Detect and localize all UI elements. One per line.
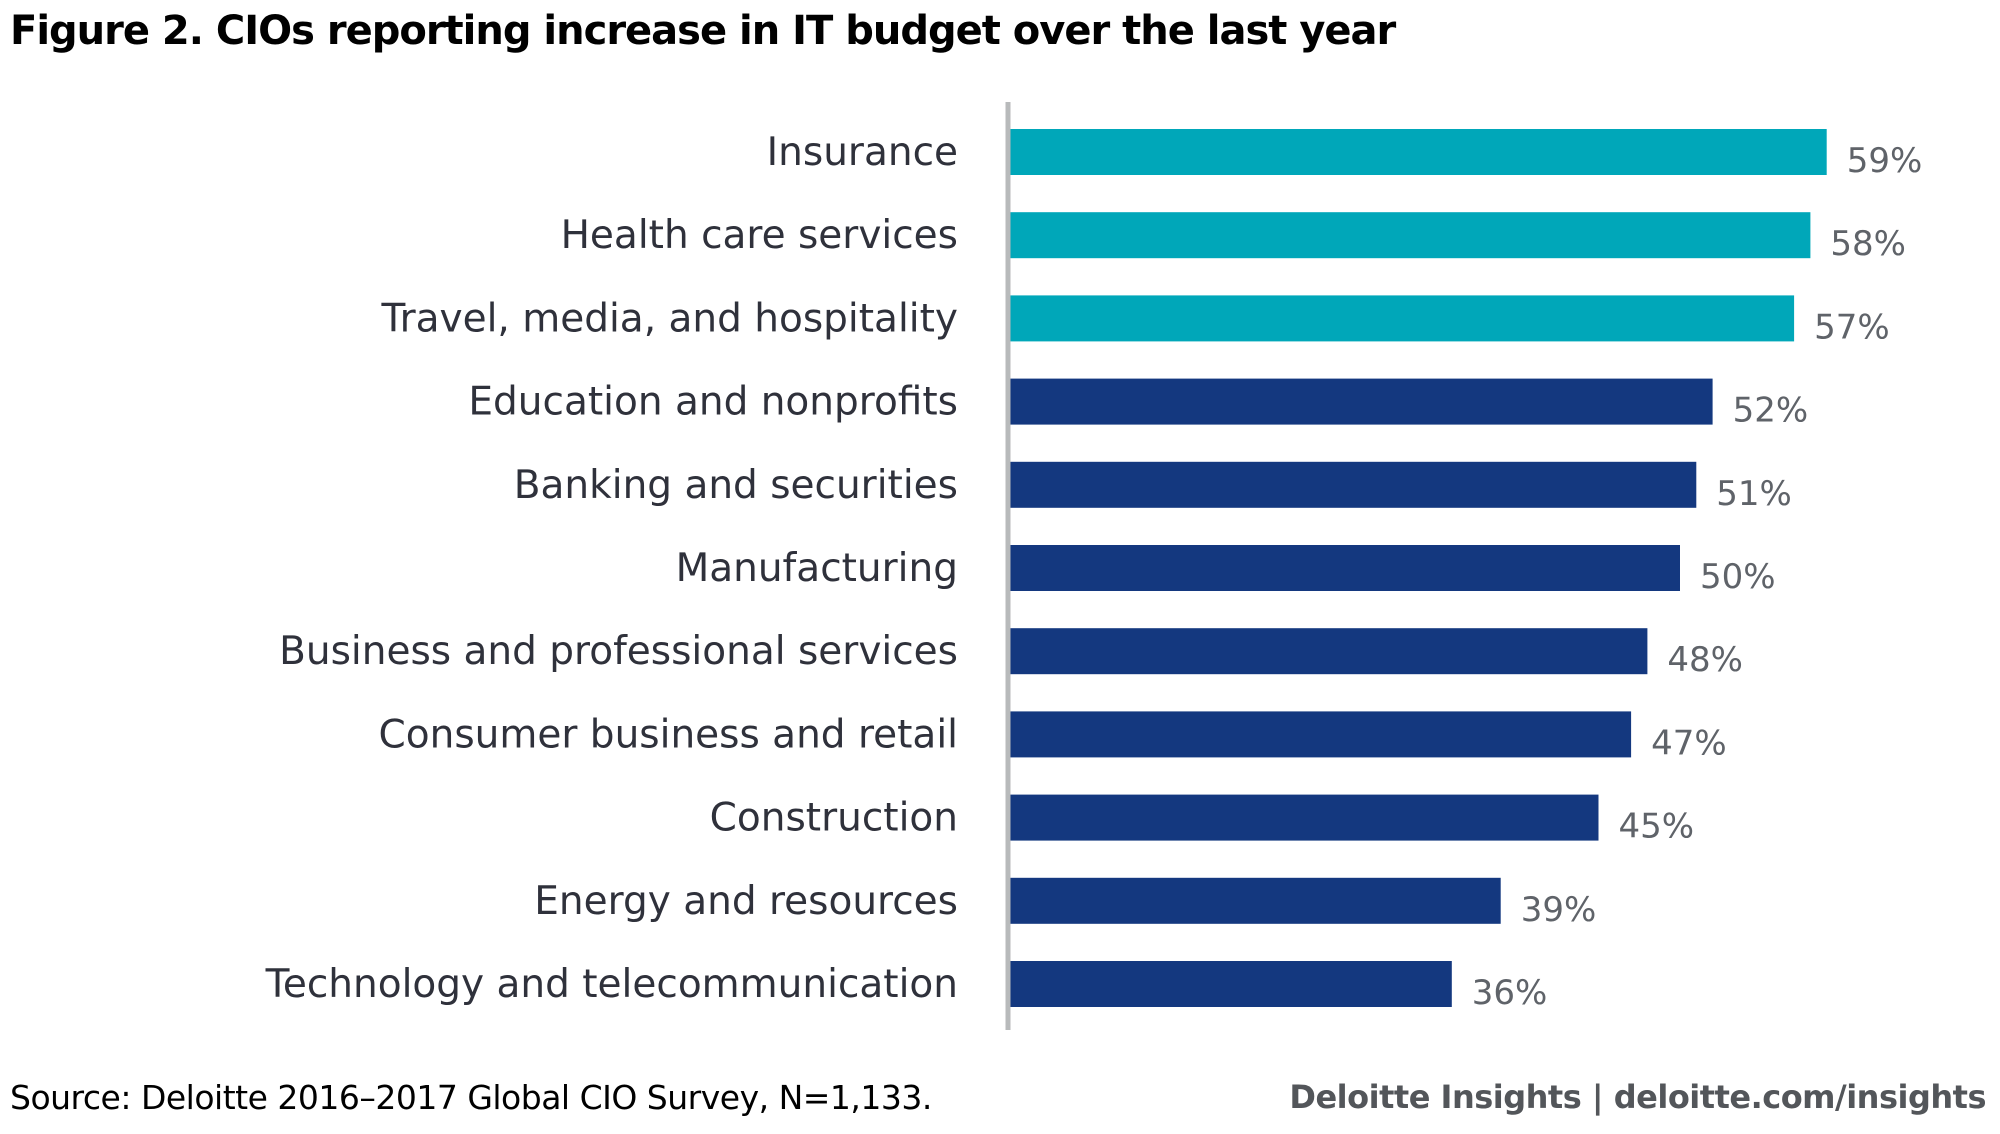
bar-5 (1010, 545, 1680, 591)
category-label: Consumer business and retail (379, 712, 958, 757)
category-label: Insurance (767, 130, 958, 175)
category-label: Health care services (561, 213, 958, 258)
value-label: 59% (1847, 141, 1923, 181)
value-label: 47% (1651, 723, 1727, 763)
chart-title: Figure 2. CIOs reporting increase in IT … (10, 8, 1396, 54)
value-label: 39% (1521, 890, 1597, 930)
bar-1 (1010, 212, 1811, 259)
bar-3 (1010, 378, 1713, 425)
bar-2 (1010, 295, 1795, 342)
bar-6 (1010, 628, 1648, 675)
category-label: Business and professional services (279, 629, 958, 674)
category-label: Manufacturing (676, 546, 958, 591)
bar-0 (1010, 129, 1827, 175)
category-label: Banking and securities (514, 463, 958, 508)
value-label: 36% (1472, 973, 1548, 1013)
bar-7 (1010, 711, 1632, 758)
value-label: 58% (1830, 224, 1906, 264)
brand-link[interactable]: Deloitte Insights | deloitte.com/insight… (1289, 1078, 1986, 1116)
category-label: Education and nonprofits (468, 380, 958, 425)
category-label: Technology and telecommunication (265, 962, 958, 1007)
bar-8 (1010, 794, 1599, 841)
value-label: 50% (1700, 557, 1776, 597)
bar-10 (1010, 961, 1452, 1007)
value-label: 45% (1619, 807, 1695, 847)
value-label: 51% (1716, 474, 1792, 514)
value-labels-group: 59% 58% 57% 52% 51% 50% 48% 47% 45% 39% 36% (1472, 141, 1922, 1013)
value-label: 52% (1733, 391, 1809, 431)
category-labels-group: Insurance Health care services Travel, med… (265, 130, 958, 1007)
category-label: Construction (710, 796, 958, 841)
value-label: 57% (1814, 307, 1890, 347)
bar-4 (1010, 461, 1697, 508)
category-label: Travel, media, and hospitality (381, 296, 959, 341)
bar-9 (1010, 877, 1501, 924)
bars-group (1010, 129, 1827, 1007)
value-label: 48% (1667, 640, 1743, 680)
category-label: Energy and resources (534, 879, 958, 924)
source-note: Source: Deloitte 2016–2017 Global CIO Su… (10, 1078, 932, 1117)
